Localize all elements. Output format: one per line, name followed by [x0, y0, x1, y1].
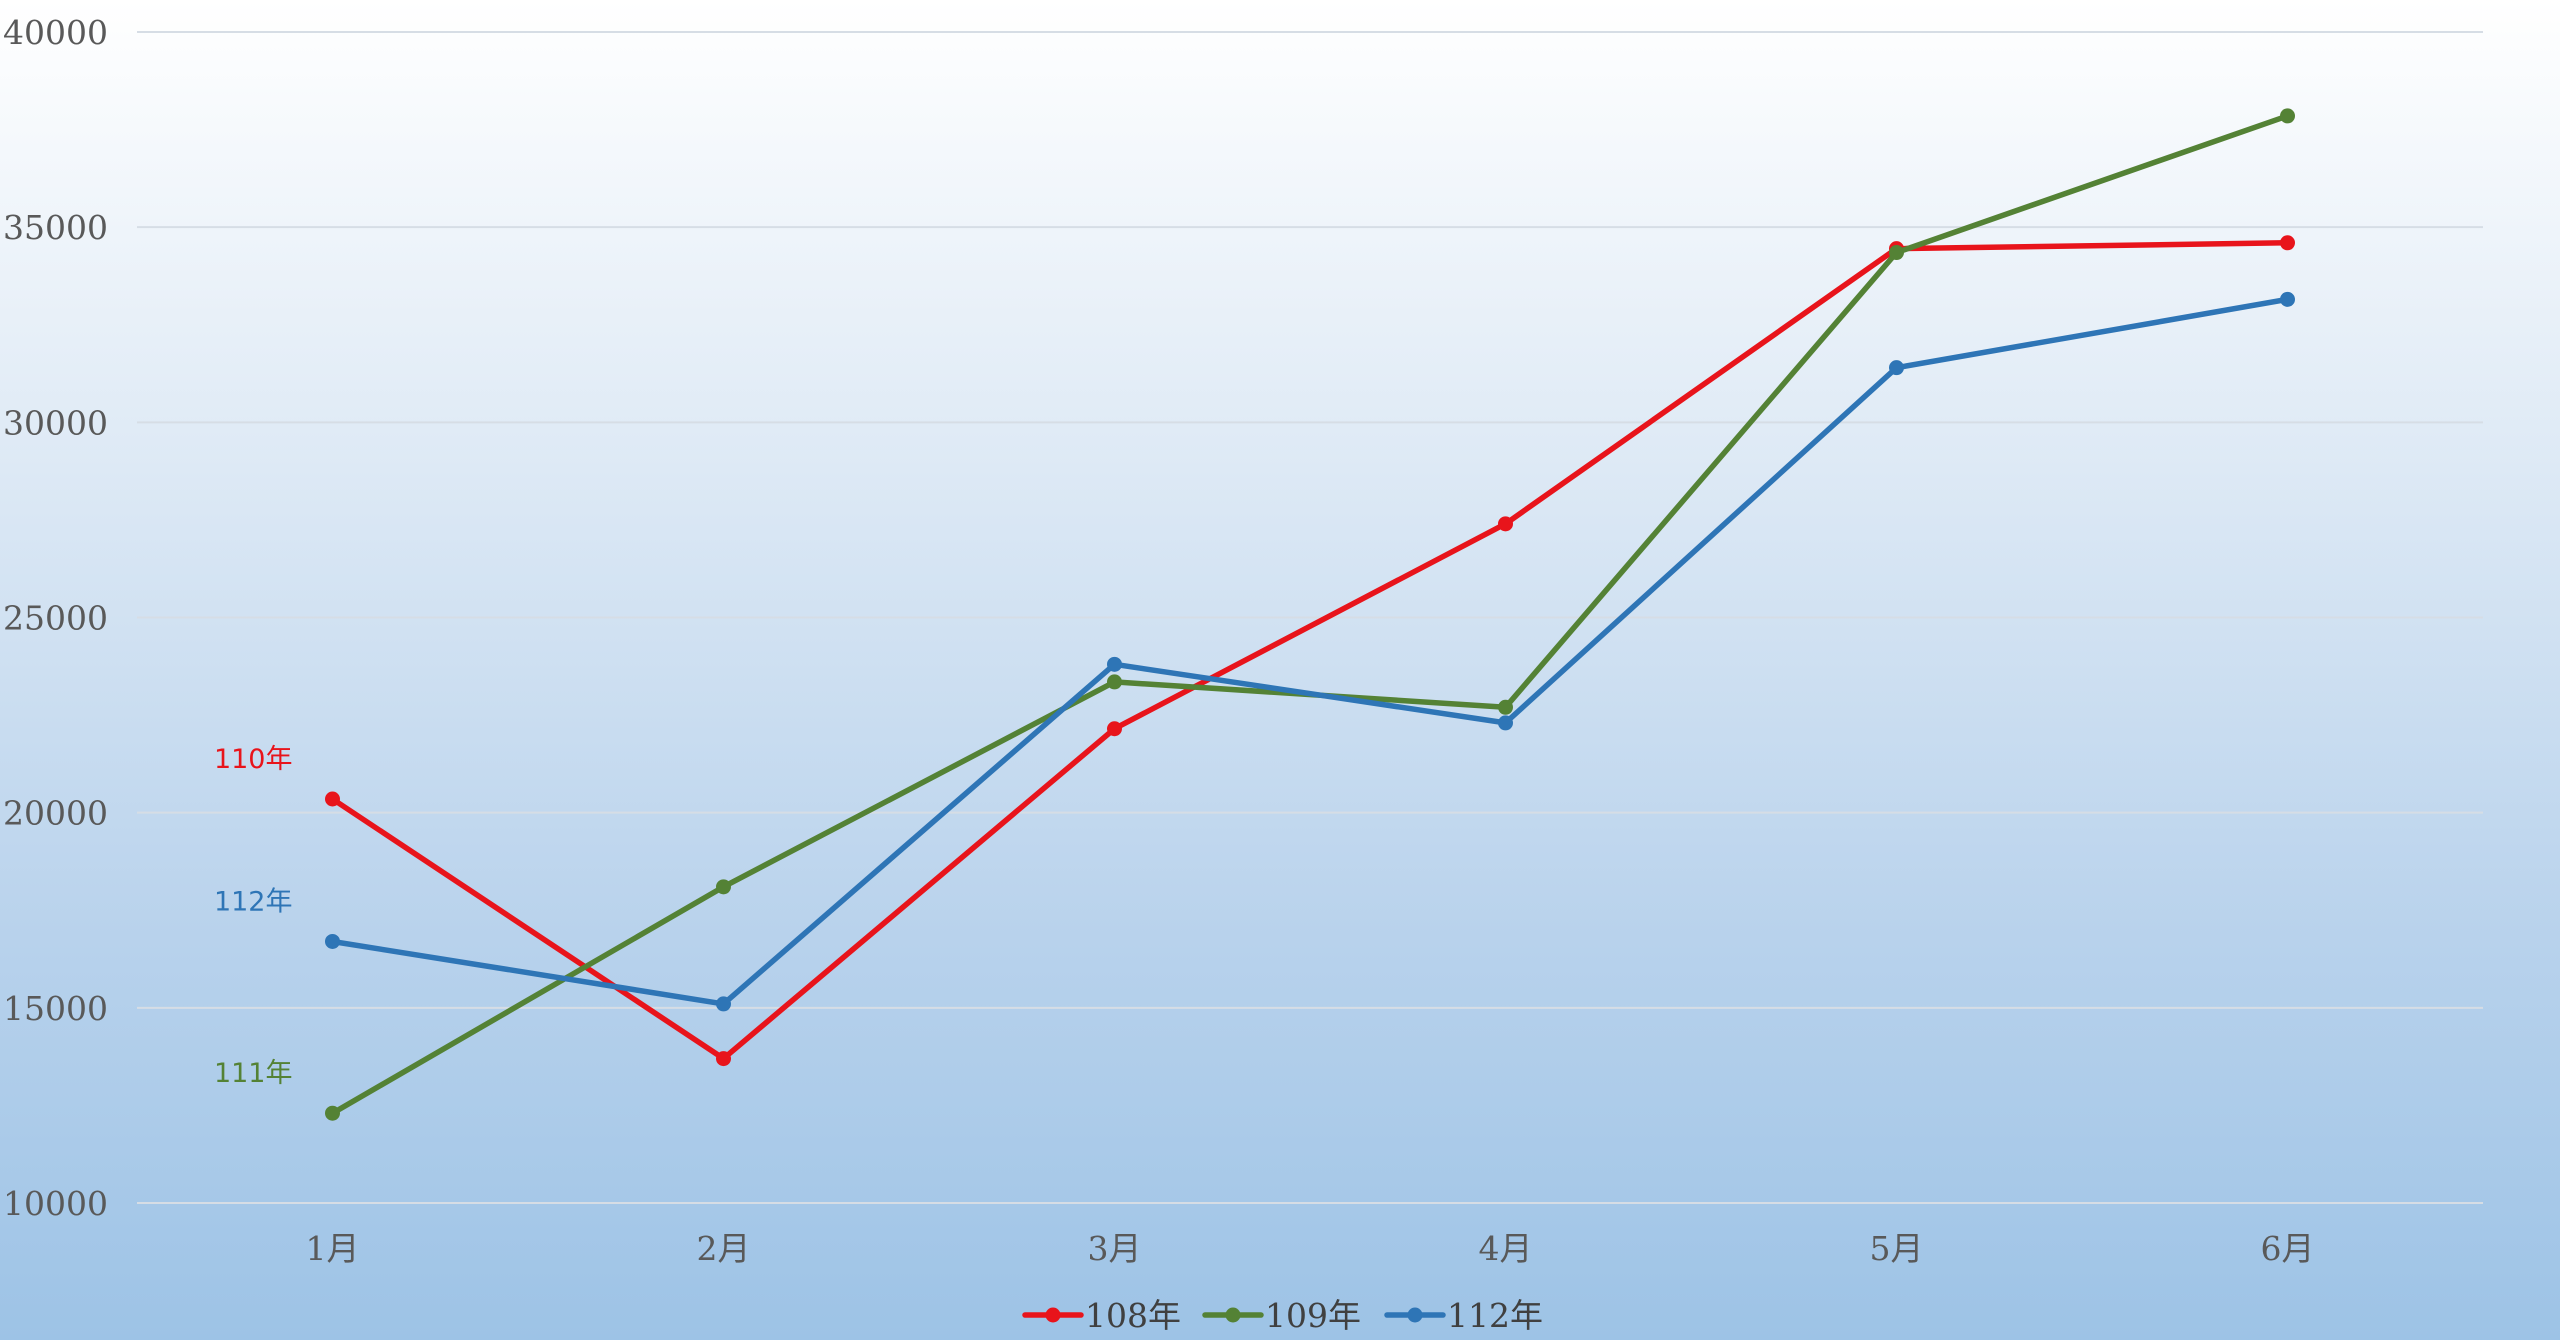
data-point [1498, 699, 1513, 715]
y-tick-label: 30000 [3, 403, 108, 442]
legend-item: 109年 [1202, 1296, 1361, 1335]
legend: 108年 109年 112年 [1022, 1296, 1543, 1335]
legend-label: 112年 [1447, 1296, 1543, 1335]
data-point [1498, 715, 1513, 731]
x-tick-label: 2月 [697, 1229, 751, 1268]
series-2 [325, 108, 2295, 1121]
y-tick-label: 35000 [3, 208, 108, 247]
series-1 [325, 235, 2295, 1067]
series-annotation: 112年 [214, 886, 293, 917]
y-tick-label: 20000 [3, 794, 108, 833]
data-point [1107, 721, 1122, 737]
x-tick-label: 4月 [1479, 1229, 1533, 1268]
x-tick-label: 5月 [1870, 1229, 1924, 1268]
x-tick-label: 3月 [1088, 1229, 1142, 1268]
data-point [325, 1105, 340, 1121]
data-point [716, 879, 731, 895]
legend-swatch-marker [1407, 1307, 1423, 1323]
legend-label: 108年 [1085, 1296, 1181, 1335]
series-lines [325, 108, 2295, 1121]
gridlines [137, 31, 2483, 1204]
series-annotation: 110年 [214, 744, 293, 775]
data-point [2280, 291, 2295, 307]
y-tick-label: 10000 [3, 1184, 108, 1223]
series-annotation: 111年 [214, 1058, 293, 1089]
y-tick-label: 15000 [3, 989, 108, 1028]
y-tick-label: 25000 [3, 599, 108, 638]
data-point [1498, 516, 1513, 532]
data-point [325, 933, 340, 949]
y-tick-label: 40000 [3, 13, 108, 52]
legend-label: 109年 [1265, 1296, 1361, 1335]
series-line [329, 113, 2291, 1116]
series-3 [325, 291, 2295, 1012]
series-line [329, 240, 2291, 1062]
data-point [1107, 674, 1122, 690]
legend-item: 108年 [1022, 1296, 1181, 1335]
data-point [716, 1051, 731, 1067]
data-point [1889, 245, 1904, 261]
data-point [2280, 108, 2295, 124]
x-tick-label: 6月 [2261, 1229, 2315, 1268]
x-axis-ticks: 1月 2月 3月 4月 5月 6月 [306, 1229, 2315, 1268]
data-point [325, 791, 340, 807]
x-tick-label: 1月 [306, 1229, 360, 1268]
data-point [2280, 235, 2295, 251]
annotations: 110年 112年 111年 [214, 744, 293, 1089]
legend-item: 112年 [1384, 1296, 1543, 1335]
data-point [1889, 360, 1904, 376]
legend-swatch-marker [1225, 1307, 1241, 1323]
series-line [329, 296, 2291, 1007]
data-point [1107, 656, 1122, 672]
data-point [716, 996, 731, 1012]
legend-swatch-marker [1045, 1307, 1061, 1323]
y-axis-ticks: 10000 15000 20000 25000 30000 35000 40000 [3, 13, 108, 1223]
